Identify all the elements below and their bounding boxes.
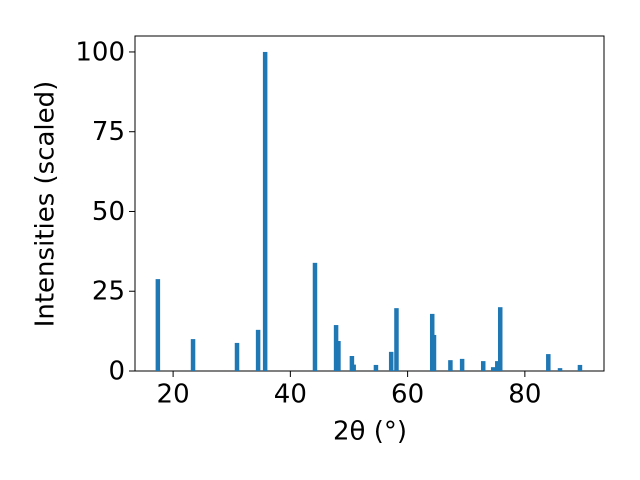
bar [234,342,240,371]
bar [557,368,563,371]
bar [577,364,583,371]
bar [373,364,379,371]
x-tick-label: 60 [391,380,424,410]
x-tick-label: 80 [508,380,541,410]
bar [155,279,161,371]
bar [336,341,341,371]
y-tick-label: 100 [75,37,125,67]
bar [190,339,196,371]
y-axis-label: Intensities (scaled) [31,81,61,328]
bar [431,334,437,371]
y-tick-label: 25 [92,277,125,307]
bar [333,325,339,371]
plot-frame [134,35,605,372]
x-tick-label: 20 [157,380,190,410]
bar [349,356,355,371]
x-axis-label: 2θ (°) [333,417,407,447]
bar [546,354,551,371]
bar [312,262,318,371]
bar [480,361,486,371]
y-tick-label: 75 [92,117,125,147]
bar [490,367,496,371]
bar [495,361,500,371]
bar [255,329,261,371]
bar [394,308,399,371]
bar [497,307,503,371]
bar [262,51,268,371]
bar [351,364,356,371]
bar [448,360,453,371]
bar [459,358,465,371]
x-tick-label: 40 [274,380,307,410]
y-tick-label: 50 [92,197,125,227]
y-tick-label: 0 [108,357,125,387]
bar [388,351,394,371]
